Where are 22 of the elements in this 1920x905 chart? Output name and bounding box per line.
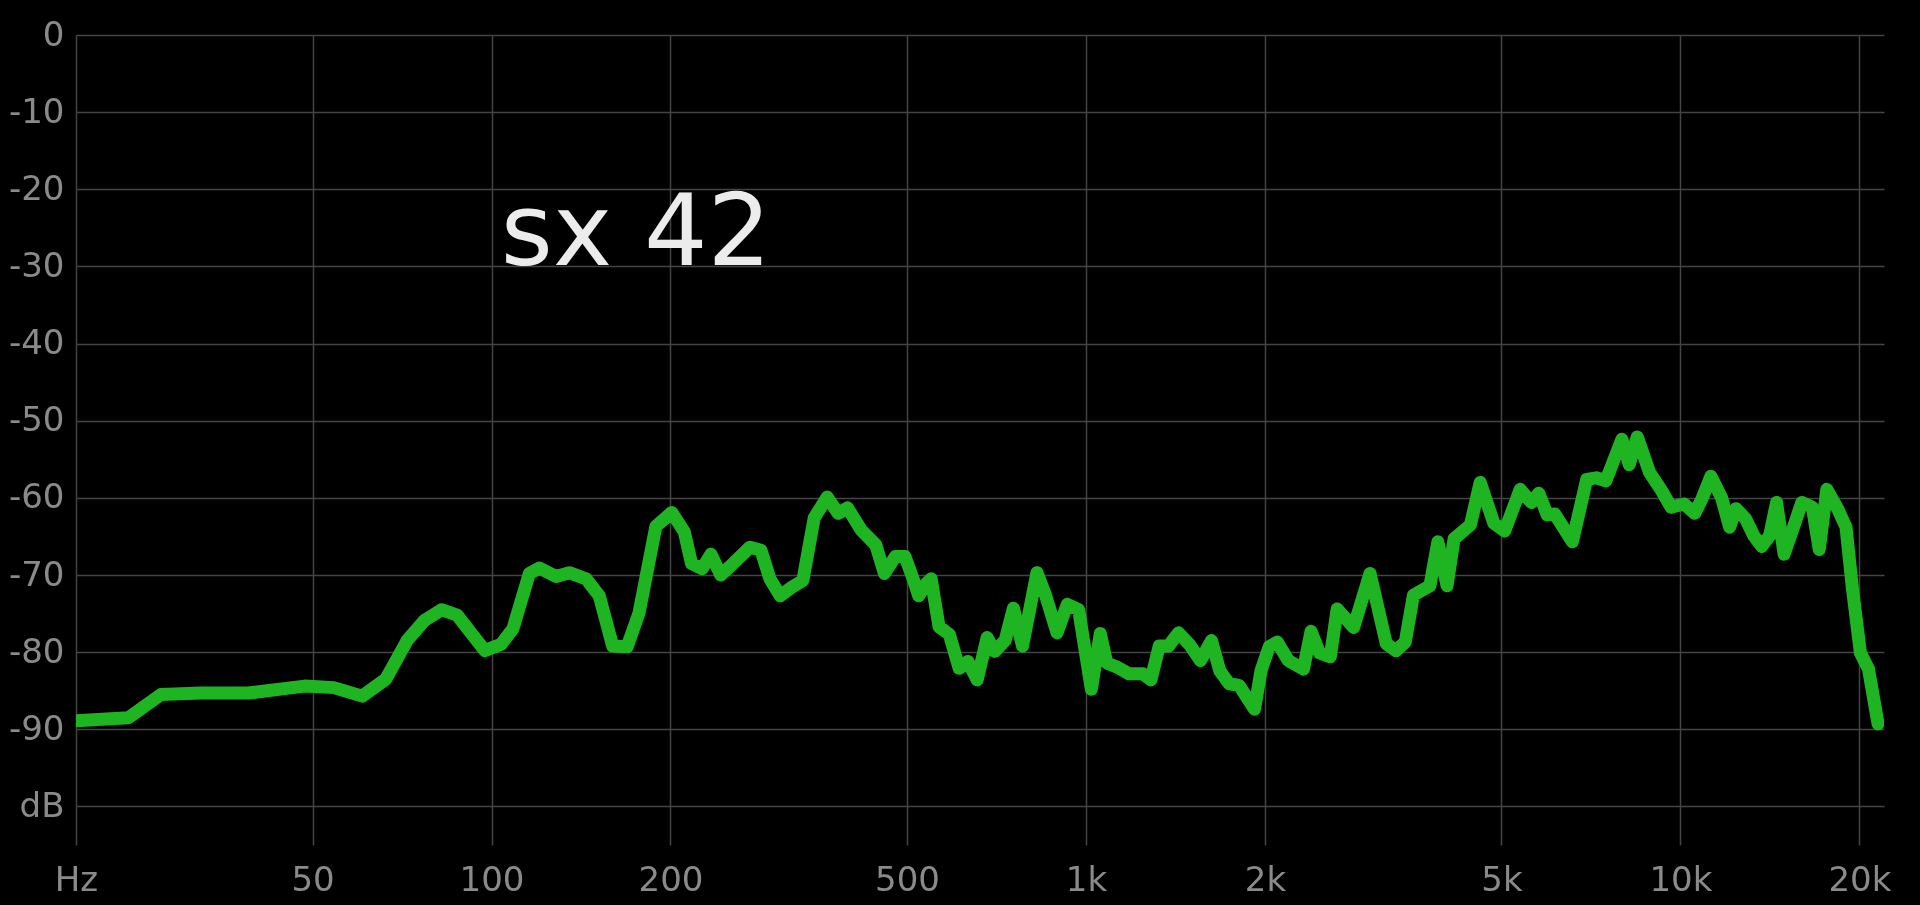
x-tick-label: 500 xyxy=(875,858,940,899)
y-tick-label: dB xyxy=(19,784,65,825)
y-tick-label: -30 xyxy=(8,244,65,285)
y-tick-label: 0 xyxy=(42,13,65,54)
x-tick-label: 50 xyxy=(291,858,335,899)
y-tick-label: -20 xyxy=(8,167,65,208)
y-tick-label: -90 xyxy=(8,707,65,748)
x-tick-label: Hz xyxy=(54,858,99,899)
y-tick-label: -80 xyxy=(8,630,65,671)
y-tick-label: -70 xyxy=(8,553,65,594)
x-tick-label: 1k xyxy=(1065,858,1108,899)
x-tick-label: 20k xyxy=(1828,858,1892,899)
annotation: sx 42 xyxy=(500,172,772,289)
x-tick-label: 100 xyxy=(459,858,525,899)
y-tick-label: -10 xyxy=(8,90,65,131)
x-tick-label: 200 xyxy=(638,858,704,899)
y-tick-label: -40 xyxy=(8,322,65,363)
x-tick-label: 5k xyxy=(1481,858,1523,899)
x-tick-label: 10k xyxy=(1649,858,1713,899)
y-tick-label: -50 xyxy=(8,399,65,440)
x-tick-label: 2k xyxy=(1244,858,1287,899)
y-tick-label: -60 xyxy=(8,476,65,517)
